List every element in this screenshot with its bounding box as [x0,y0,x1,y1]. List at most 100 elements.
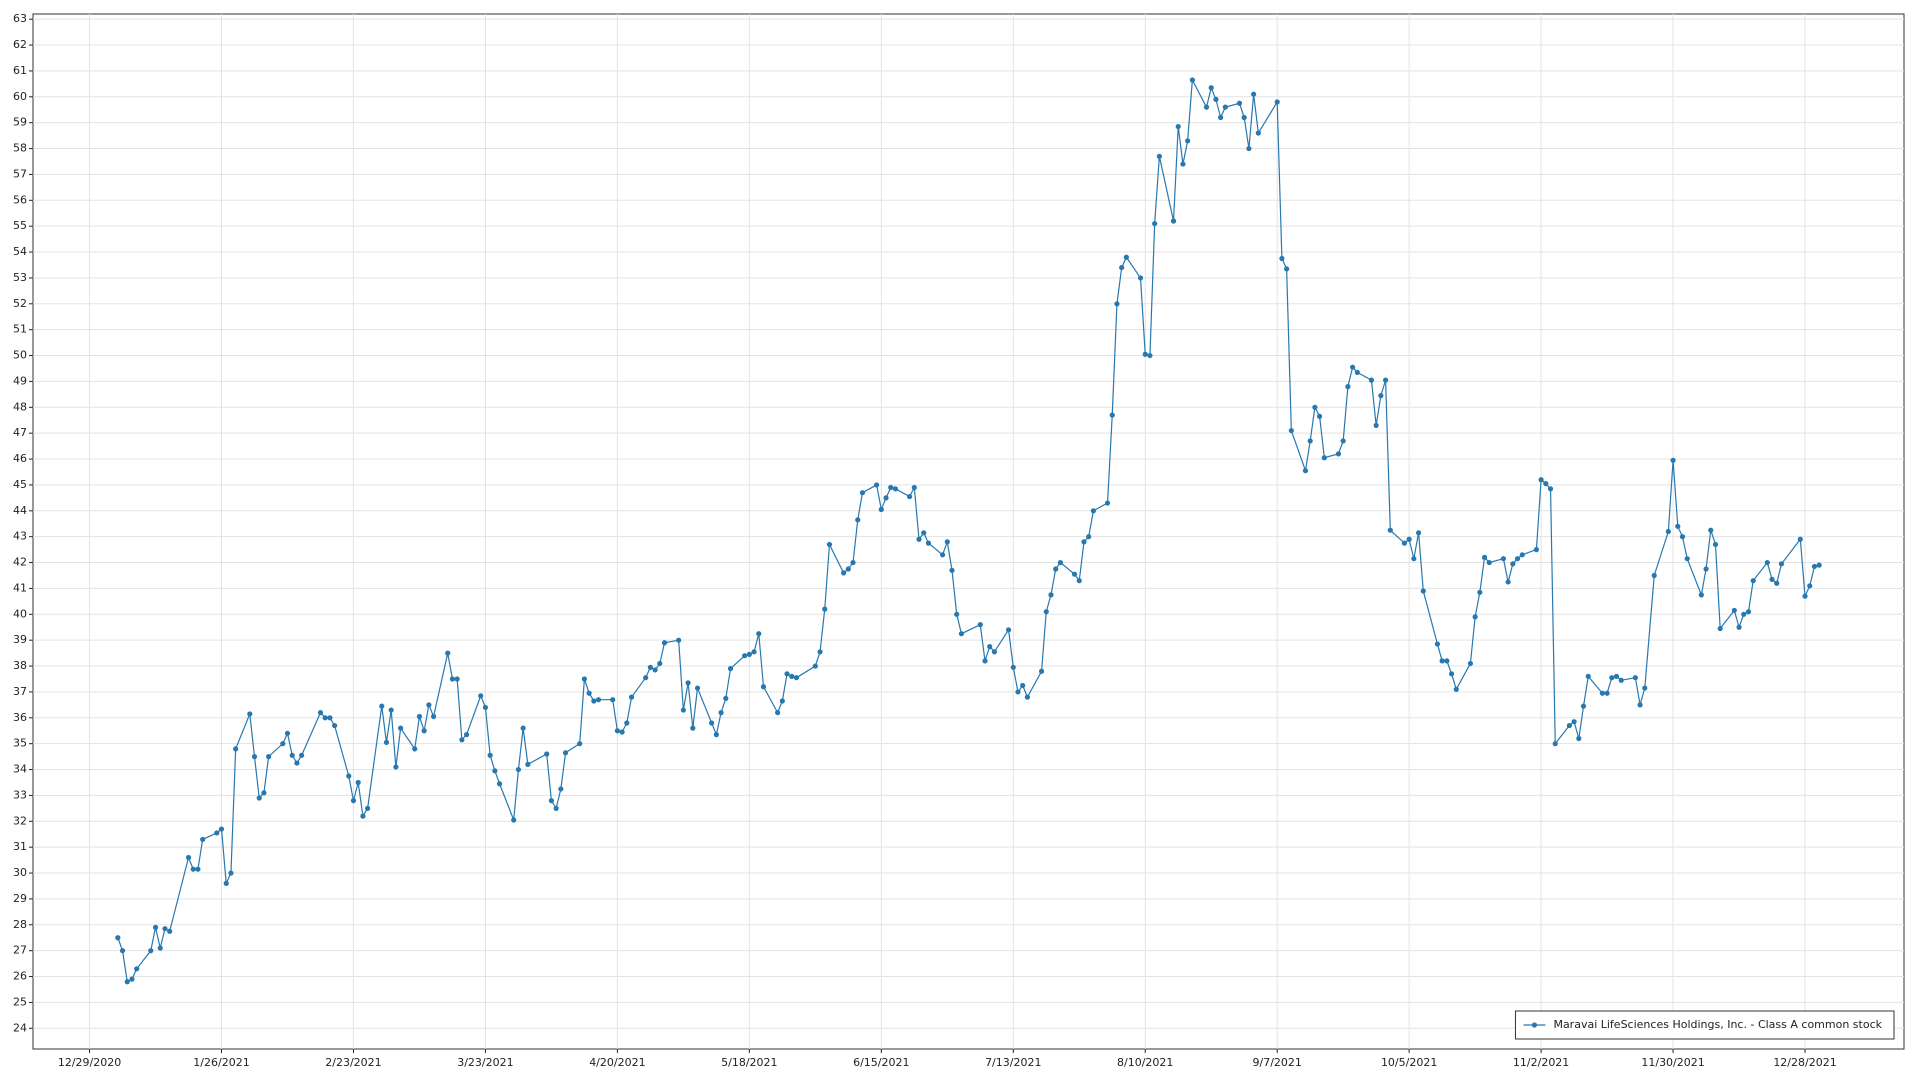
point [1241,114,1247,121]
point [614,728,620,734]
y-tick-label: 50 [13,349,27,362]
point [1345,384,1351,390]
point [850,559,856,566]
point [859,490,866,496]
point [1086,534,1092,540]
point [954,611,960,617]
point [1453,686,1459,692]
point [911,484,917,491]
y-tick-label: 54 [13,245,27,258]
point [713,732,719,738]
point [652,667,658,673]
point [883,495,889,501]
point [1434,641,1441,647]
y-tick-label: 58 [13,142,27,155]
point [1448,671,1455,677]
point [595,697,602,703]
y-tick-label: 62 [13,38,27,51]
point [661,640,668,646]
point [1156,153,1162,159]
point [1538,477,1544,483]
point [1807,583,1813,589]
y-tick-label: 43 [13,530,27,543]
point [619,729,625,735]
point [1698,592,1704,598]
y-tick-label: 29 [13,892,27,905]
point [256,795,262,801]
point [958,631,965,637]
point [577,741,583,747]
point [949,567,955,573]
point [1109,412,1115,418]
point [1477,589,1483,595]
point [647,664,653,670]
point [1170,218,1177,224]
x-tick-label: 7/13/2021 [985,1056,1041,1069]
point [346,773,352,779]
point [1467,660,1474,667]
point [1632,675,1638,681]
point [115,935,121,941]
point [1519,552,1525,558]
y-tick-label: 59 [13,116,27,129]
point [643,675,649,681]
y-tick-label: 32 [13,814,27,827]
point [1081,539,1087,545]
point [760,684,767,690]
y-tick-label: 55 [13,219,27,232]
x-tick-label: 2/23/2021 [325,1056,381,1069]
point [148,948,154,954]
point [496,781,503,787]
point [119,948,126,954]
x-tick-label: 11/2/2021 [1513,1056,1569,1069]
point [676,637,682,643]
point [294,760,300,766]
point [1420,588,1426,594]
point [355,779,361,786]
point [261,790,267,796]
point [1043,609,1049,615]
y-tick-label: 56 [13,193,27,206]
point [383,739,390,745]
point [841,570,847,576]
point [379,703,385,709]
point [214,830,220,836]
point [398,725,404,731]
y-tick-label: 31 [13,840,27,853]
point [925,540,932,546]
point [190,866,196,872]
y-tick-label: 42 [13,556,27,569]
point [991,649,998,655]
point [1057,559,1064,566]
point [1071,571,1078,577]
point [1764,559,1770,566]
point [129,976,135,982]
x-tick-label: 12/28/2021 [1773,1056,1836,1069]
point [1020,682,1026,689]
y-tick-label: 30 [13,866,27,879]
point [1189,77,1195,83]
point [1142,351,1148,357]
point [167,928,173,934]
point [628,694,635,700]
point [756,631,762,637]
point [742,653,748,659]
point [520,725,526,731]
point [1203,104,1210,110]
point [1500,556,1507,562]
point [987,644,993,650]
point [709,720,715,726]
point [610,697,616,703]
point [350,798,357,804]
legend-label: Maravai LifeSciences Holdings, Inc. - Cl… [1553,1018,1882,1031]
point [228,870,234,876]
point [1378,393,1384,399]
point [657,660,663,667]
point [1514,556,1521,562]
point [855,517,861,523]
point [1255,130,1261,136]
point [266,754,272,760]
y-tick-label: 37 [13,685,27,698]
point [1368,377,1375,383]
y-tick-label: 34 [13,763,27,776]
